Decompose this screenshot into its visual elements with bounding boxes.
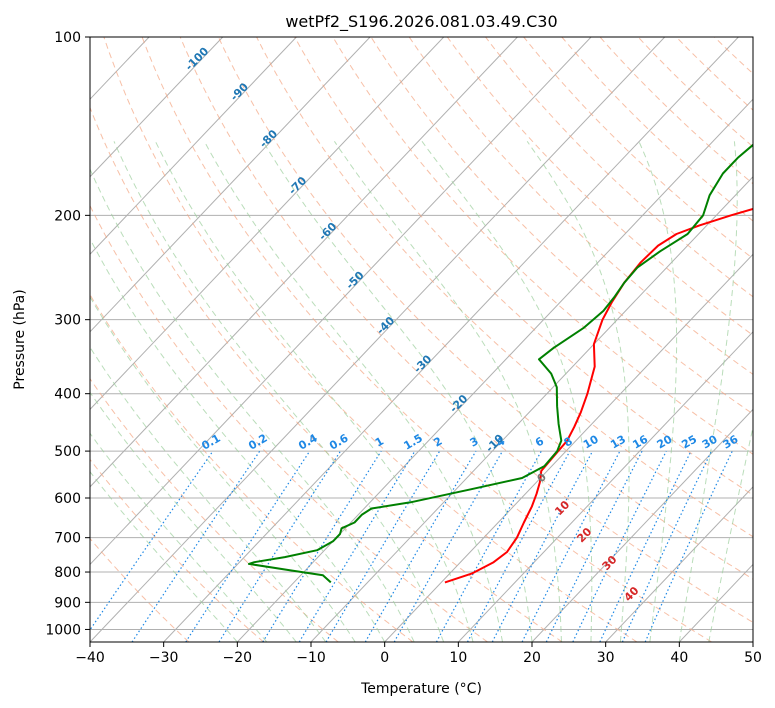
dry-adiabat: [408, 37, 753, 375]
moist-adiabat: [90, 432, 268, 642]
isotherm-gridline: [90, 37, 592, 566]
temperature-profile-line: [444, 207, 753, 584]
dry-adiabat: [90, 204, 488, 642]
moist-adiabat: [90, 295, 356, 642]
moist-adiabat: [90, 391, 297, 642]
x-tick-label: −40: [75, 650, 105, 666]
y-tick-label: 500: [54, 444, 81, 460]
moist-adiabat: [90, 470, 238, 642]
x-tick-label: −20: [223, 650, 253, 666]
dry-adiabat: [217, 37, 753, 580]
x-tick-label: 0: [380, 650, 389, 666]
y-tick-label: 700: [54, 531, 81, 547]
moist-adiabat: [113, 141, 445, 642]
mixing-ratio-line: [435, 450, 542, 642]
mixing-ratio-line: [466, 450, 571, 642]
isotherm-gridline: [531, 408, 753, 642]
mixing-ratio-line: [262, 450, 382, 642]
y-tick-label: 100: [54, 30, 81, 46]
isotherm-gridline: [90, 37, 297, 256]
y-tick-label: 200: [54, 208, 81, 224]
mixing-ratio-line: [393, 450, 504, 642]
moist-adiabat: [421, 141, 593, 642]
y-tick-label: 400: [54, 387, 81, 403]
axes: −40 −30 −20 −10 0 10 20 30 40 50 100 200 300 400 500 60…: [45, 30, 762, 666]
isotherm-gridline: [384, 253, 753, 642]
mixing-ratio-line: [572, 450, 667, 642]
moist-adiabat: [90, 346, 327, 642]
y-tick-label: 1000: [45, 622, 81, 638]
y-tick-label: 800: [54, 565, 81, 581]
isotherm-gridline: [90, 37, 666, 642]
x-axis-label: Temperature (°C): [360, 681, 482, 697]
chart-title: wetPf2_S196.2026.081.03.49.C30: [285, 12, 557, 32]
moist-adiabat: [262, 141, 533, 642]
y-tick-label: 300: [54, 313, 81, 329]
mixing-ratio-line: [644, 450, 733, 642]
dry-adiabat: [90, 537, 190, 642]
mixing-ratio-line: [185, 450, 311, 642]
mixing-ratio-line: [545, 450, 643, 642]
dry-adiabat: [103, 37, 638, 642]
x-tick-label: 20: [523, 650, 541, 666]
dry-adiabat: [256, 37, 753, 538]
dry-adiabat: [90, 293, 414, 642]
moist-adiabat: [203, 141, 503, 642]
dry-adiabat: [141, 37, 712, 642]
dewpoint-profile-line: [247, 143, 753, 584]
moist-adiabat: [638, 141, 678, 642]
isotherm-gridline: [457, 331, 753, 642]
moist-adiabat: [90, 167, 415, 642]
dry-adiabat: [179, 37, 753, 623]
isotherm-gridline: [90, 37, 518, 488]
x-tick-label: 50: [744, 650, 762, 666]
dry-adiabat: [332, 37, 753, 455]
y-tick-label: 600: [54, 491, 81, 507]
dry-adiabat: [90, 106, 563, 642]
x-tick-label: −30: [149, 650, 179, 666]
mixing-ratio-line: [298, 450, 416, 642]
moist-adiabat: [333, 141, 562, 642]
plot-frame: [89, 36, 754, 643]
plot-series: [247, 143, 753, 584]
moist-adiabat: [526, 141, 630, 642]
isotherm-gridline: [90, 37, 371, 333]
isotherm-gridline: [605, 486, 753, 642]
isotherm-gridline: [90, 37, 445, 411]
dry-adiabat: [370, 37, 753, 415]
x-tick-label: 40: [670, 650, 688, 666]
moist-adiabat: [678, 141, 738, 642]
mixing-ratio-line: [90, 450, 214, 631]
moist-adiabat: [154, 141, 474, 642]
moist-adiabat: [708, 424, 753, 642]
isotherm-gridline: [90, 37, 224, 178]
y-tick-label: 900: [54, 595, 81, 611]
x-tick-label: 30: [597, 650, 615, 666]
dry-adiabat: [294, 37, 753, 496]
x-tick-label: 10: [449, 650, 467, 666]
dry-adiabat: [90, 458, 264, 642]
mixing-ratio-line: [131, 450, 261, 642]
dry-adiabat: [446, 37, 753, 336]
plot-background-lines: [90, 37, 753, 642]
mixing-ratio-line: [218, 450, 342, 642]
x-tick-label: −10: [296, 650, 326, 666]
isotherm-gridline: [163, 37, 739, 642]
y-axis-label: Pressure (hPa): [12, 289, 28, 389]
